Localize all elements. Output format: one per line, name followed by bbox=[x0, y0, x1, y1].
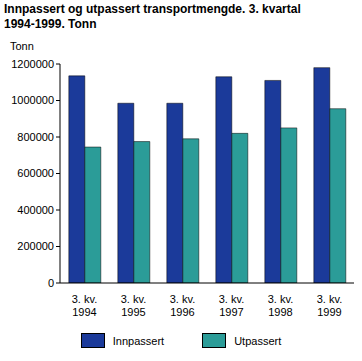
svg-text:400000: 400000 bbox=[17, 204, 54, 216]
svg-text:1000000: 1000000 bbox=[11, 94, 54, 106]
svg-text:1200000: 1200000 bbox=[11, 58, 54, 70]
svg-text:3. kv.1995: 3. kv.1995 bbox=[121, 293, 146, 318]
svg-text:3. kv.1999: 3. kv.1999 bbox=[317, 293, 342, 318]
svg-text:3. kv.1996: 3. kv.1996 bbox=[170, 293, 195, 318]
html-text:Tonn: Tonn bbox=[10, 40, 34, 52]
svg-text:3. kv.1998: 3. kv.1998 bbox=[268, 293, 293, 318]
svg-text:3. kv.1997: 3. kv.1997 bbox=[219, 293, 244, 318]
svg-text:3. kv.1994: 3. kv.1994 bbox=[72, 293, 97, 318]
html-text:Innpassert: Innpassert bbox=[112, 334, 165, 347]
svg-text:600000: 600000 bbox=[17, 167, 54, 179]
svg-text:200000: 200000 bbox=[17, 240, 54, 252]
svg-text:800000: 800000 bbox=[17, 131, 54, 143]
html-text:Utpassert: Utpassert bbox=[234, 334, 282, 347]
svg-text:0: 0 bbox=[48, 277, 54, 289]
html-text:Innpassert og utpassert transp: Innpassert og utpassert transportmengde.… bbox=[4, 2, 301, 31]
